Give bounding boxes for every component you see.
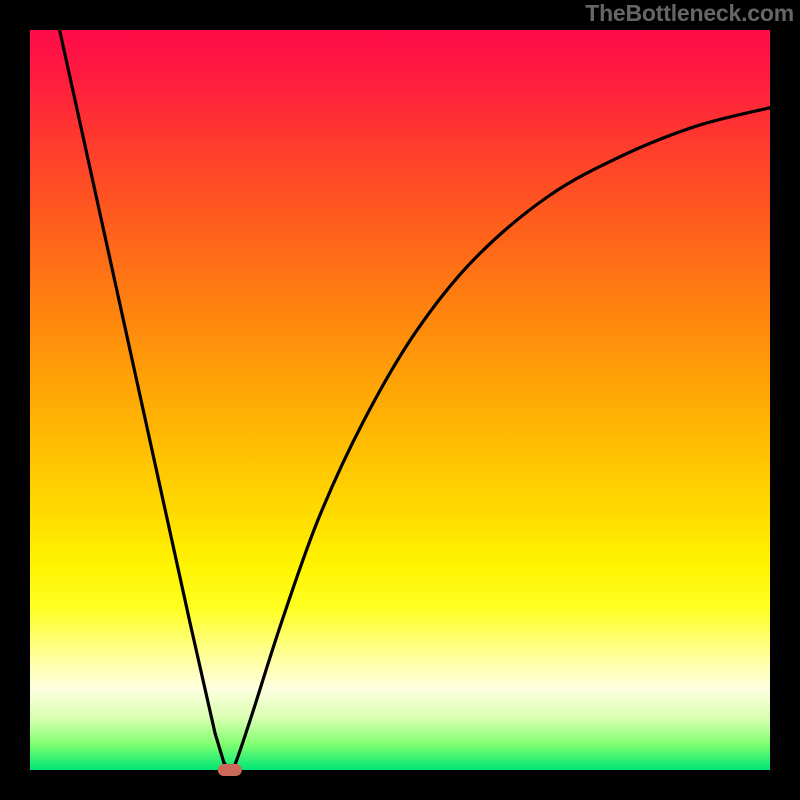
bottleneck-chart [0, 0, 800, 800]
figure-root: TheBottleneck.com [0, 0, 800, 800]
watermark-text: TheBottleneck.com [585, 0, 794, 27]
optimal-point-marker [218, 764, 242, 776]
